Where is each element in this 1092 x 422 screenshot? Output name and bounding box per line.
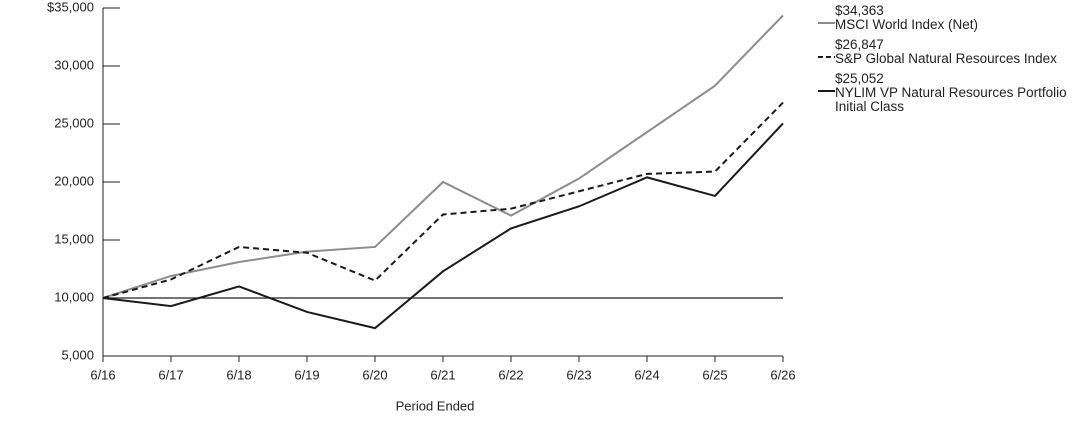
x-tick-label: 6/21 bbox=[430, 367, 455, 382]
x-tick-label: 6/18 bbox=[226, 367, 251, 382]
end-value-label: $34,363 bbox=[835, 3, 884, 18]
y-tick-label: 10,000 bbox=[54, 289, 94, 304]
x-tick-label: 6/24 bbox=[634, 367, 659, 382]
legend-label: MSCI World Index (Net) bbox=[835, 17, 979, 32]
legend-key bbox=[818, 22, 835, 24]
x-tick-label: 6/26 bbox=[770, 367, 795, 382]
series-line bbox=[102, 101, 784, 299]
end-value-label: $25,052 bbox=[835, 71, 884, 86]
y-tick-label: 20,000 bbox=[54, 173, 94, 188]
legend-entry: $34,363 MSCI World Index (Net) bbox=[818, 4, 1090, 32]
chart: Period Ended 5,000 10,000 15,000 20,000 25,0… bbox=[47, 0, 796, 413]
legend-key bbox=[818, 56, 835, 58]
x-tick-label: 6/20 bbox=[362, 367, 387, 382]
y-tick-label: 25,000 bbox=[54, 115, 94, 130]
x-tick-label: 6/16 bbox=[90, 367, 115, 382]
legend-text: $34,363 MSCI World Index (Net) bbox=[835, 4, 1087, 32]
series-line bbox=[102, 14, 784, 299]
x-tick-label: 6/22 bbox=[498, 367, 523, 382]
legend-label: NYLIM VP Natural Resources Portfolio Ini… bbox=[835, 85, 1067, 114]
legend-text: $25,052 NYLIM VP Natural Resources Portfo… bbox=[835, 72, 1087, 114]
legend-entry: $25,052 NYLIM VP Natural Resources Portfo… bbox=[818, 72, 1090, 114]
x-tick-label: 6/17 bbox=[158, 367, 183, 382]
x-tick-label: 6/25 bbox=[702, 367, 727, 382]
series-line bbox=[102, 122, 784, 330]
legend-entry: $26,847 S&P Global Natural Resources Inde… bbox=[818, 38, 1090, 66]
y-tick-label: $35,000 bbox=[47, 0, 94, 14]
x-axis-label: Period Ended bbox=[396, 398, 475, 413]
x-tick-label: 6/23 bbox=[566, 367, 591, 382]
x-tick-label: 6/19 bbox=[294, 367, 319, 382]
legend-key bbox=[818, 90, 835, 92]
end-value-label: $26,847 bbox=[835, 37, 884, 52]
legend: $34,363 MSCI World Index (Net) $26,847 S&P … bbox=[818, 4, 1090, 120]
y-tick-label: 5,000 bbox=[61, 347, 94, 362]
y-tick-label: 15,000 bbox=[54, 231, 94, 246]
legend-label: S&P Global Natural Resources Index bbox=[835, 51, 1057, 66]
y-tick-label: 30,000 bbox=[54, 57, 94, 72]
legend-text: $26,847 S&P Global Natural Resources Inde… bbox=[835, 38, 1087, 66]
